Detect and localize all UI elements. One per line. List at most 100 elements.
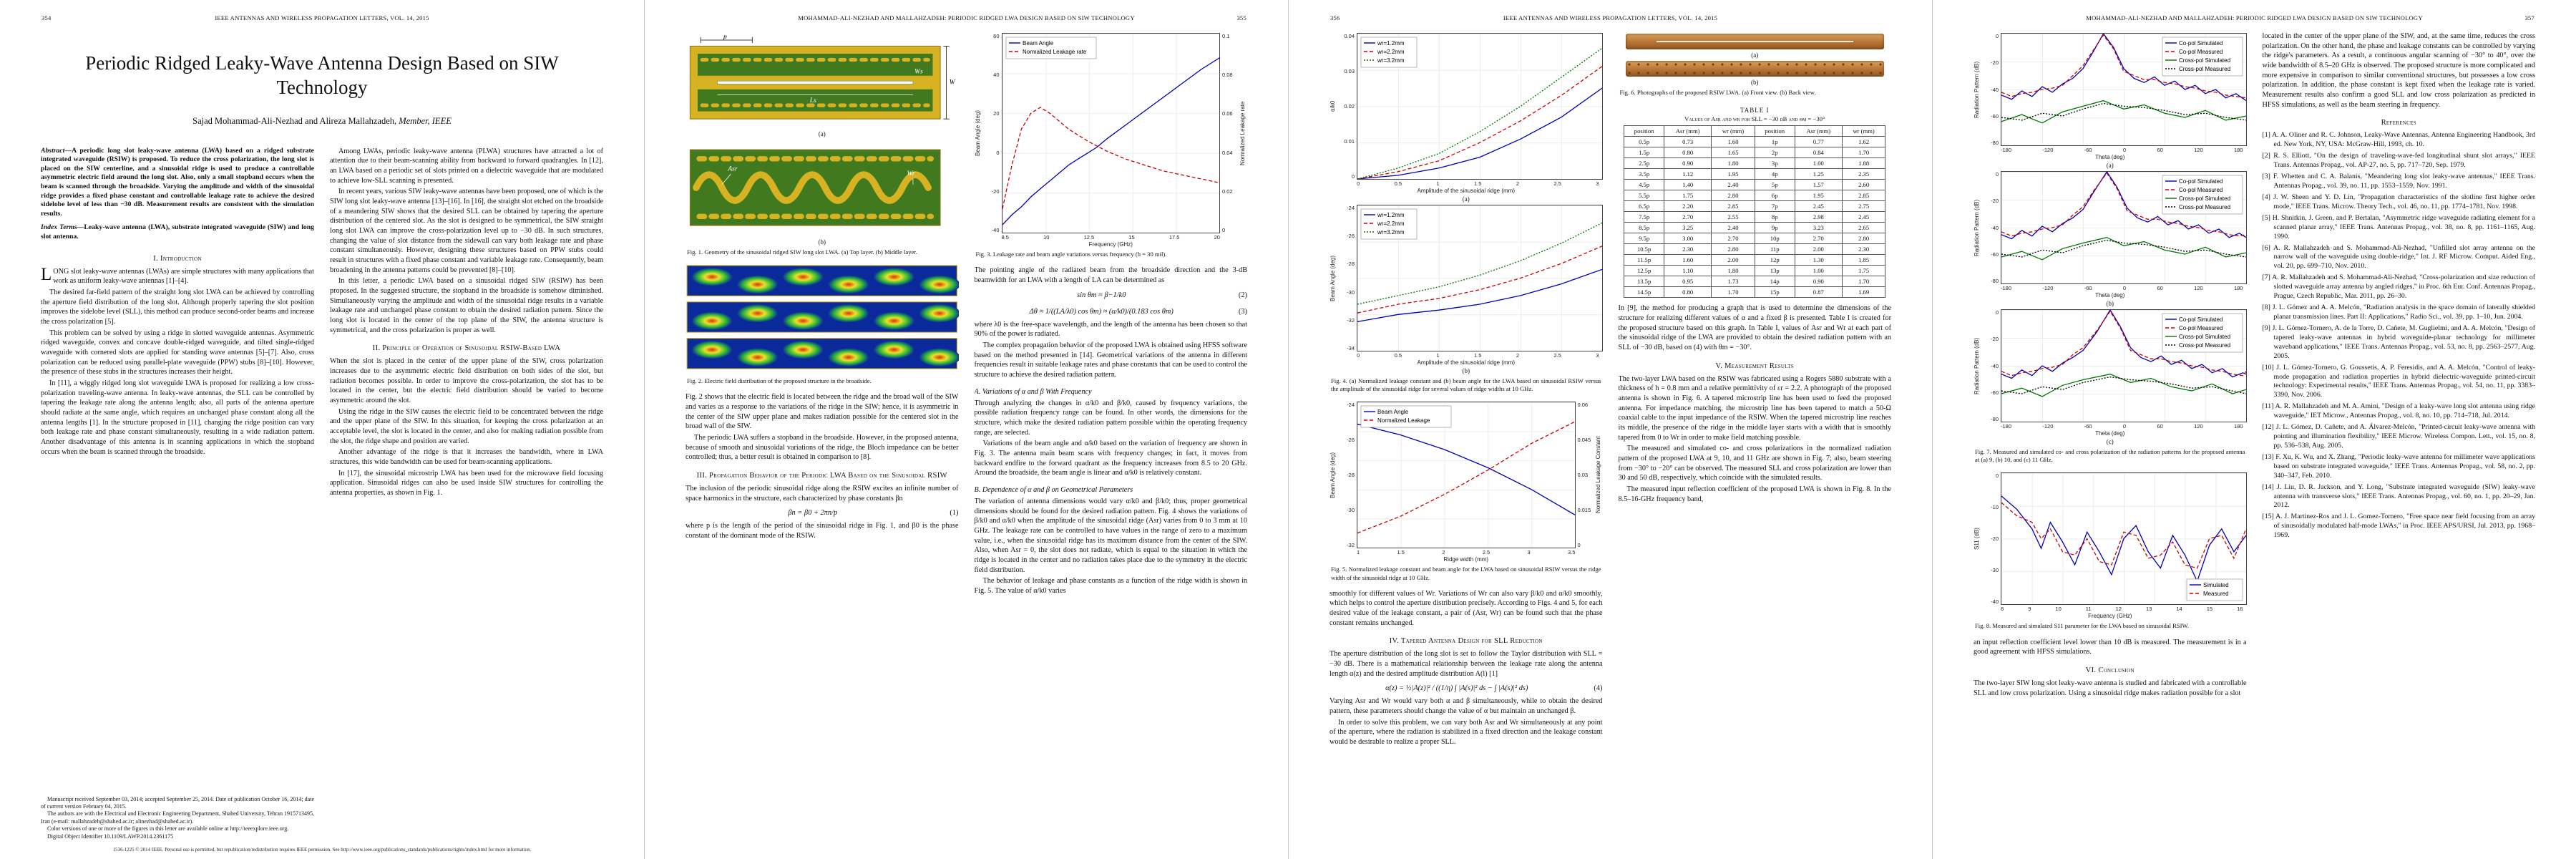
tick-label: 15	[1128, 234, 1135, 241]
table-row: 8.5p 3.25 2.40 9p 3.23 2.65	[1624, 222, 1886, 234]
table-cell: 3p	[1754, 157, 1795, 170]
authors-line: Sajad Mohammad-Ali-Nezhad and Alireza Ma…	[41, 116, 603, 127]
tick-label: 1.5	[1397, 549, 1405, 556]
tick-label: 60	[993, 33, 1000, 39]
table-cell: 2.80	[1711, 190, 1755, 202]
fig3-xlabel: Frequency (GHz)	[1088, 241, 1133, 248]
table-cell: 8p	[1754, 211, 1795, 223]
column-left: Abstract—A periodic long slot leaky-wave…	[41, 147, 314, 841]
table-cell: 1.65	[1711, 147, 1755, 159]
tick-label: 0	[2122, 423, 2127, 430]
fig3-ylabel-left: Beam Angle (deg)	[974, 110, 981, 157]
tick-label: -30	[1347, 507, 1355, 514]
fig3-yticks-left: 60 40 20 0 -20 -40	[982, 33, 1002, 233]
table-cell: 1p	[1754, 136, 1795, 148]
fig8-xlabel: Frequency (GHz)	[2088, 613, 2132, 620]
table-cell: 1.95	[1794, 190, 1843, 202]
tick-label: 0	[1357, 180, 1360, 187]
footnote-line: Color versions of one or more of the fig…	[47, 825, 289, 833]
tick-label: 120	[2194, 285, 2203, 291]
page-357: MOHAMMAD-ALI-NEZHAD AND MALLAHZADEH: PER…	[1932, 0, 2576, 859]
table-cell: 1.75	[1664, 190, 1712, 202]
tick-label: 40	[993, 72, 1000, 79]
fig4b-ylabel: Beam Angle (deg)	[1330, 255, 1336, 301]
svg-text:wr=1.2mm: wr=1.2mm	[1377, 40, 1405, 47]
fig6-slot-line	[1656, 41, 1853, 43]
column-right: (a) (b) Fig. 6. Photographs of the propo…	[1619, 31, 1891, 840]
tick-label: 1	[1436, 180, 1440, 187]
section-heading-principle: II. Principle of Operation of Sinusoidal…	[372, 344, 561, 353]
footnote-line: Manuscript received September 03, 2014; …	[41, 795, 314, 810]
fig3-caption: Fig. 3. Leakage rate and beam angle vari…	[975, 251, 1167, 258]
table-header-cell: wr (mm)	[1711, 125, 1755, 137]
svg-text:Cross-pol Measured: Cross-pol Measured	[2179, 342, 2230, 349]
fig7-sublabel-a: (a)	[2106, 162, 2114, 169]
paragraph: Another advantage of the ridge is that i…	[330, 448, 603, 466]
table-cell: 2.5p	[1624, 157, 1665, 170]
table-row: 10.5p 2.30 2.80 11p 2.00 2.30	[1624, 243, 1886, 256]
paragraph: The two-layer SIW long slot leaky-wave a…	[1974, 679, 2247, 697]
fig7b-chart: Radiation Pattern (dB) 0 -20 -40 -60 -80 Co-…	[1974, 171, 2247, 307]
svg-text:Cross-pol Simulated: Cross-pol Simulated	[2179, 334, 2230, 340]
fig7-sublabel-c: (c)	[2106, 438, 2114, 445]
reference-item: [14] J. Liu, D. R. Jackson, and Y. Long,…	[2262, 482, 2536, 510]
paragraph: Fig. 2 shows that the electric field is …	[686, 393, 959, 431]
journal-title: IEEE ANTENNAS AND WIRELESS PROPAGATION L…	[1503, 14, 1718, 21]
abstract-label: Abstract—	[41, 146, 72, 155]
paragraph: In [11], a wiggly ridged long slot waveg…	[41, 379, 314, 456]
table-cell: 1.62	[1841, 136, 1886, 148]
fig7b-plot: Co-pol Simulated Co-pol Measured Cross-pol…	[2001, 171, 2247, 284]
reference-item: [2] R. S. Elliott, "On the design of tra…	[2262, 152, 2536, 170]
running-head-spacer	[1848, 14, 1890, 21]
table-cell: 9p	[1754, 222, 1795, 234]
tick-label: 60	[2157, 147, 2163, 153]
tick-label: -60	[1991, 112, 1999, 120]
tick-label: -30	[1347, 288, 1355, 296]
table-cell: 0.90	[1794, 276, 1843, 288]
paragraph: This problem can be solved by using a ri…	[41, 329, 314, 377]
tick-label: 0.015	[1577, 507, 1591, 514]
tick-label: -30	[1991, 567, 1999, 574]
paragraph: Variations of the beam angle and α/k0 ba…	[974, 440, 1248, 477]
table-cell: 11p	[1754, 243, 1795, 256]
equation-number: (4)	[1594, 684, 1603, 693]
table-cell: 1.70	[1711, 286, 1755, 299]
tick-label: 120	[2194, 147, 2203, 153]
fig7a-plot: Co-pol Simulated Co-pol Measured Cross-pol…	[2001, 33, 2247, 146]
table-cell: 13p	[1754, 265, 1795, 277]
svg-text:Cross-pol Measured: Cross-pol Measured	[2179, 66, 2230, 72]
table-row: 12.5p 1.10 1.80 13p 1.00 1.75	[1624, 265, 1886, 277]
section-heading-references: References	[2381, 119, 2416, 127]
svg-text:Normalized Leakage: Normalized Leakage	[1377, 417, 1430, 424]
fig1-sublabel-b: (b)	[818, 238, 826, 246]
tick-label: -32	[1347, 316, 1355, 324]
table-cell: 1.12	[1664, 168, 1712, 180]
paragraph: The inclusion of the periodic sinusoidal…	[686, 485, 959, 503]
table-row: 0.5p 0.73 1.60 1p 0.77 1.62	[1624, 136, 1886, 148]
tick-label: 0	[1995, 33, 1999, 39]
tick-label: 1.5	[1474, 180, 1482, 187]
fig5-xticks: 1 1.5 2 2.5 3 3.5	[1357, 549, 1576, 555]
tick-label: 0.04	[1344, 33, 1355, 39]
fig2-caption: Fig. 2. Electric field distribution of t…	[687, 377, 872, 385]
equation-2: sin θm ≈ β−1/k0 (2)	[975, 291, 1247, 299]
tick-label: -60	[2084, 285, 2092, 291]
table-cell: 1.00	[1794, 157, 1843, 170]
table-cell: 2.20	[1664, 200, 1712, 213]
index-terms: Index Terms—Leaky-wave antenna (LWA), su…	[41, 223, 314, 241]
tick-label: -24	[1347, 205, 1355, 211]
fig3-xticks: 8.5 10 12.5 15 17.5 20	[1002, 234, 1221, 241]
section-heading-conclusion: VI. Conclusion	[2085, 666, 2135, 674]
tick-label: 20	[1214, 234, 1220, 241]
table-row: 11.5p 1.60 2.00 12p 1.30 1.85	[1624, 254, 1886, 266]
tick-label: -120	[2042, 423, 2054, 430]
tick-label: -80	[1991, 278, 1999, 284]
table-cell: 0.77	[1794, 136, 1843, 148]
table-cell: 2.35	[1841, 168, 1886, 180]
figure-8: S11 (dB) 0 -10 -20 -30 -40 Simulated Measured…	[1974, 471, 2247, 630]
tick-label: -26	[1347, 233, 1355, 240]
svg-text:Simulated: Simulated	[2203, 582, 2229, 588]
paragraph: The behavior of leakage and phase consta…	[974, 577, 1248, 595]
tick-label: 180	[2233, 147, 2243, 153]
tick-label: -34	[1347, 344, 1355, 351]
